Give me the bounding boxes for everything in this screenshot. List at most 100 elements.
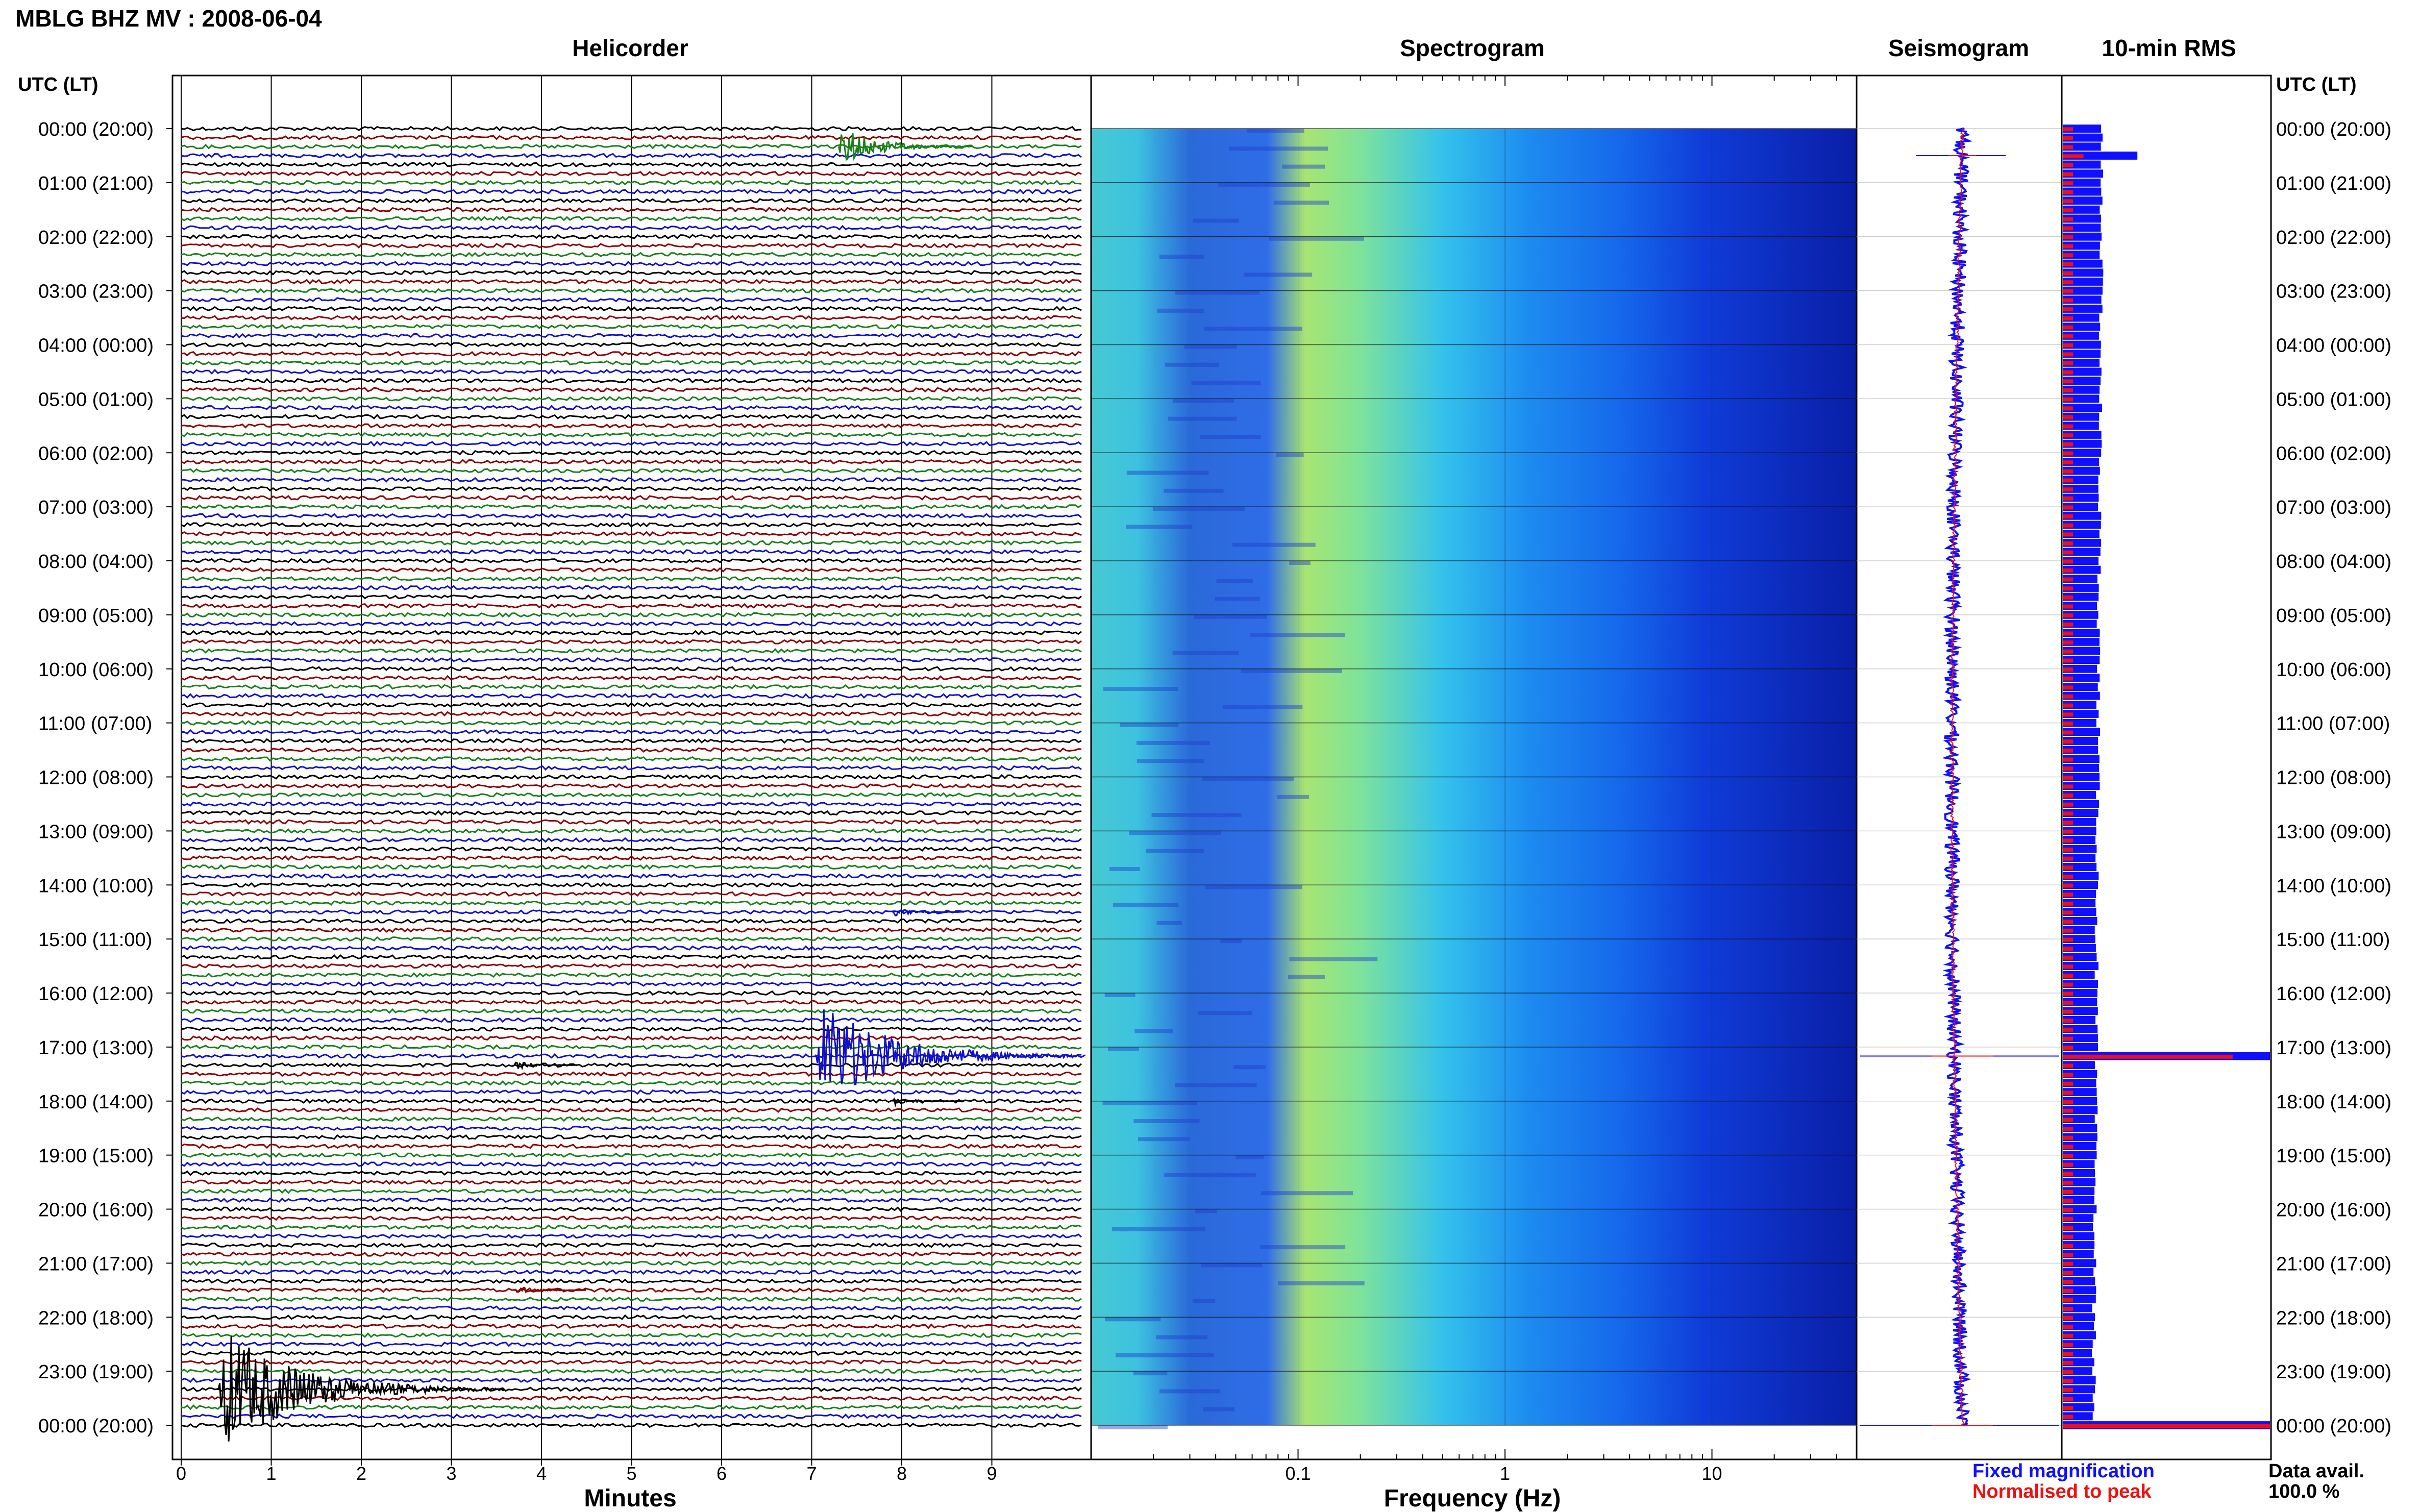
helicorder-trace <box>181 135 1082 141</box>
time-label-right: 17:00 (13:00) <box>2276 1037 2391 1059</box>
spectrogram-band <box>1261 1191 1353 1196</box>
helicorder-trace <box>181 882 1082 888</box>
spectrogram-band <box>1193 218 1239 223</box>
rms-bar-normalised <box>2063 1145 2074 1149</box>
time-label-right: 05:00 (01:00) <box>2276 389 2391 410</box>
spectrogram-band <box>1216 579 1253 583</box>
spectrogram-band <box>1278 1281 1365 1285</box>
time-label-right: 14:00 (10:00) <box>2276 875 2391 897</box>
rms-bar-normalised <box>2063 505 2074 510</box>
helicorder-trace <box>181 891 1082 897</box>
helicorder-trace <box>181 1179 1082 1185</box>
time-label-left: 06:00 (02:00) <box>38 443 154 464</box>
helicorder-trace <box>181 1071 1082 1077</box>
time-label-left: 20:00 (16:00) <box>38 1200 154 1221</box>
rms-bar-normalised <box>2063 937 2074 942</box>
rms-bar-normalised <box>2063 1415 2074 1419</box>
helicorder-trace <box>181 630 1082 636</box>
helicorder-trace <box>181 1116 1082 1122</box>
rms-bar-normalised <box>2063 487 2074 492</box>
rms-bar-normalised <box>2063 1352 2074 1356</box>
spectrogram-band <box>1113 903 1179 907</box>
helicorder-trace <box>181 711 1082 717</box>
rms-bar-normalised <box>2063 388 2074 392</box>
helicorder-trace <box>181 1233 1082 1239</box>
helicorder-trace <box>181 963 1082 969</box>
helicorder-trace <box>181 558 1082 564</box>
time-header-left: UTC (LT) <box>18 74 98 95</box>
time-label-right: 00:00 (20:00) <box>2276 119 2391 140</box>
helicorder-trace <box>181 459 1081 465</box>
spectrogram-band <box>1120 723 1179 727</box>
rms-bar-normalised <box>2063 451 2074 456</box>
rms-bar-normalised <box>2063 1387 2074 1392</box>
time-label-right: 10:00 (06:00) <box>2276 659 2391 681</box>
rms-bar-normalised <box>2063 667 2074 672</box>
helicorder-trace <box>181 288 1082 294</box>
rms-bar-normalised <box>2063 848 2074 852</box>
helicorder-trace <box>181 504 1082 510</box>
helicorder-trace <box>181 1323 1082 1329</box>
time-label-left: 23:00 (19:00) <box>38 1361 154 1383</box>
minute-tick-label: 3 <box>446 1463 456 1484</box>
helicorder-trace <box>181 945 1082 951</box>
minute-tick-label: 5 <box>626 1463 636 1484</box>
helicorder-trace <box>181 1134 1082 1140</box>
helicorder-trace <box>181 1053 1082 1059</box>
helicorder-trace <box>181 1161 1082 1167</box>
spectrogram-band <box>1129 831 1221 835</box>
helicorder-trace <box>181 1332 1082 1338</box>
rms-bar-normalised <box>2063 1360 2074 1365</box>
rms-bar-normalised <box>2063 910 2074 915</box>
rms-bar-normalised <box>2063 730 2074 735</box>
time-label-left: 00:00 (20:00) <box>38 119 154 140</box>
rms-bar-normalised <box>2063 343 2074 348</box>
helicorder-title: Helicorder <box>572 35 688 61</box>
helicorder-trace <box>181 702 1082 708</box>
spectrogram-band <box>1146 849 1204 853</box>
rms-bar-normalised <box>2063 784 2074 789</box>
rms-bar-normalised <box>2063 1280 2074 1284</box>
rms-bar-normalised <box>2063 1009 2074 1014</box>
helicorder-trace <box>181 387 1082 393</box>
helicorder-trace <box>181 207 1082 213</box>
rms-bar-normalised <box>2063 1288 2074 1293</box>
helicorder-trace <box>181 1170 1082 1176</box>
spectrogram-band <box>1134 1029 1173 1033</box>
rms-bar-normalised <box>2063 1370 2074 1374</box>
rms-bar-normalised <box>2063 974 2074 978</box>
time-label-right: 12:00 (08:00) <box>2276 767 2391 789</box>
helicorder-trace <box>181 1089 1082 1095</box>
time-label-left: 11:00 (07:00) <box>38 713 152 735</box>
rms-bar-normalised <box>2063 172 2074 177</box>
spectrogram-band <box>1260 1245 1346 1250</box>
rms-bar-normalised <box>2063 550 2074 555</box>
time-label-right: 16:00 (12:00) <box>2276 983 2391 1005</box>
time-label-right: 06:00 (02:00) <box>2276 443 2391 464</box>
rms-bar-normalised <box>2063 865 2074 870</box>
rms-bar-normalised <box>2063 334 2074 339</box>
time-label-left: 05:00 (01:00) <box>38 389 154 410</box>
rms-bar-normalised <box>2063 235 2074 239</box>
seismic-event <box>216 1336 505 1442</box>
helicorder-trace <box>181 1035 1082 1041</box>
rms-bar-normalised <box>2063 415 2074 419</box>
helicorder-trace <box>181 162 1082 168</box>
helicorder-trace <box>181 432 1082 438</box>
helicorder-trace <box>181 1125 1082 1131</box>
helicorder-trace <box>181 1296 1082 1302</box>
rms-bar-normalised <box>2063 829 2074 834</box>
rms-bar-normalised <box>2063 127 2074 132</box>
rms-bar-normalised <box>2063 1090 2074 1095</box>
spectrogram-band <box>1191 381 1261 385</box>
rms-bar-normalised <box>2063 1027 2074 1032</box>
helicorder-trace <box>181 153 1082 159</box>
rms-bar-normalised <box>2063 424 2074 429</box>
rms-bar-normalised <box>2063 1046 2074 1050</box>
rms-bar-normalised <box>2063 992 2074 996</box>
rms-bar-normalised <box>2063 433 2074 438</box>
minute-tick-label: 6 <box>717 1463 727 1484</box>
helicorder-trace <box>181 405 1082 411</box>
spectrogram-band <box>1175 290 1260 295</box>
rms-bar-normalised <box>2063 478 2074 483</box>
